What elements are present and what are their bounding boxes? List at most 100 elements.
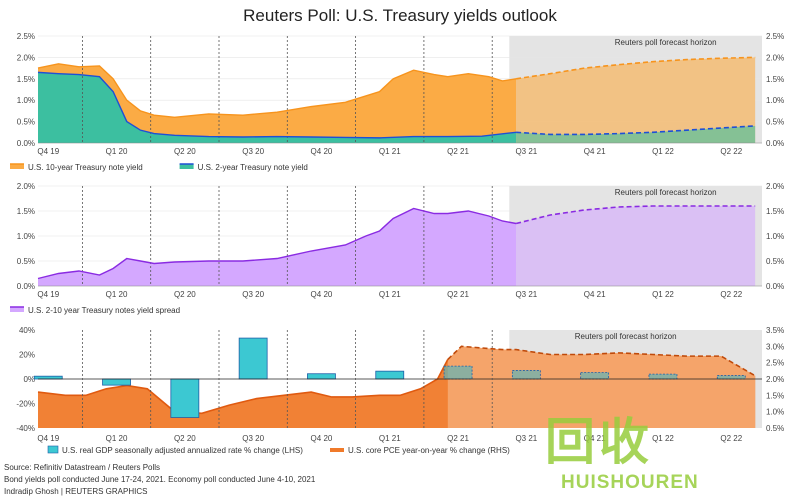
x-tick-label: Q4 21 bbox=[584, 434, 606, 443]
x-tick-label: Q4 19 bbox=[37, 147, 59, 156]
forecast-area-0 bbox=[516, 206, 756, 286]
poll-dates-note: Bond yields poll conducted June 17-24, 2… bbox=[4, 475, 316, 484]
y-tick-right: 1.0% bbox=[766, 232, 784, 241]
legend-label-0: U.S. 10-year Treasury note yield bbox=[28, 163, 143, 172]
legend-swatch-pce bbox=[330, 448, 344, 452]
x-tick-label: Q2 20 bbox=[174, 434, 196, 443]
gdp-bar bbox=[580, 372, 610, 380]
x-tick-label: Q4 20 bbox=[311, 434, 333, 443]
forecast-line-0 bbox=[515, 205, 756, 225]
x-tick-label: Q3 20 bbox=[242, 290, 264, 299]
x-tick-label: Q3 21 bbox=[515, 290, 537, 299]
x-tick-label: Q1 21 bbox=[379, 290, 401, 299]
x-tick-label: Q1 22 bbox=[652, 147, 674, 156]
spread-chart: Reuters poll forecast horizon 0.0% 0.0% 0.5… bbox=[10, 182, 784, 315]
yield-chart: Reuters poll forecast horizon 0.0% 0.0% 0.5… bbox=[10, 32, 784, 172]
y-tick-right: 2.0% bbox=[766, 182, 784, 191]
legend-label-0: U.S. 2-10 year Treasury notes yield spre… bbox=[28, 306, 180, 315]
gdp-bar bbox=[511, 370, 541, 380]
y-tick-left: 0.0% bbox=[17, 282, 35, 291]
y-tick-left: 2.0% bbox=[17, 182, 35, 191]
legend-label-1: U.S. 2-year Treasury note yield bbox=[198, 163, 308, 172]
y-tick-left: -20% bbox=[16, 400, 35, 409]
watermark-en: HUISHOUREN bbox=[561, 472, 699, 493]
x-tick-label: Q3 20 bbox=[242, 434, 264, 443]
legend-label-gdp: U.S. real GDP seasonally adjusted annual… bbox=[62, 446, 303, 455]
legend-swatch-1 bbox=[179, 164, 194, 169]
forecast-horizon-label: Reuters poll forecast horizon bbox=[575, 332, 677, 341]
gdp-bar bbox=[716, 375, 746, 380]
legend-swatch-0 bbox=[10, 307, 24, 312]
gdp-bar bbox=[170, 378, 200, 418]
x-tick-label: Q4 21 bbox=[584, 147, 606, 156]
series-line-0 bbox=[37, 207, 517, 280]
y-tick-left: 0.5% bbox=[17, 118, 35, 127]
x-tick-label: Q1 20 bbox=[106, 434, 128, 443]
x-tick-label: Q2 21 bbox=[447, 290, 469, 299]
series-area-0 bbox=[38, 63, 517, 143]
y-tick-right: 1.5% bbox=[766, 391, 784, 400]
gdp-bar bbox=[102, 378, 131, 386]
y-tick-right: 0.5% bbox=[766, 424, 784, 433]
x-tick-label: Q3 21 bbox=[515, 147, 537, 156]
forecast-horizon-label: Reuters poll forecast horizon bbox=[615, 188, 717, 197]
x-tick-label: Q3 21 bbox=[515, 434, 537, 443]
pce-forecast-area bbox=[447, 346, 756, 428]
y-tick-left: 1.0% bbox=[17, 232, 35, 241]
legend-label-pce: U.S. core PCE year-on-year % change (RHS… bbox=[348, 446, 510, 455]
x-tick-label: Q4 21 bbox=[584, 290, 606, 299]
y-tick-right: 2.0% bbox=[766, 53, 784, 62]
y-tick-right: 2.0% bbox=[766, 375, 784, 384]
x-tick-label: Q2 21 bbox=[447, 147, 469, 156]
x-tick-label: Q2 21 bbox=[447, 434, 469, 443]
watermark-cn: 回收 bbox=[545, 414, 653, 470]
x-tick-label: Q4 20 bbox=[311, 290, 333, 299]
y-tick-left: 40% bbox=[19, 326, 35, 335]
x-tick-label: Q1 20 bbox=[106, 147, 128, 156]
x-tick-label: Q2 22 bbox=[720, 290, 742, 299]
credit-note: Indradip Ghosh | REUTERS GRAPHICS bbox=[4, 487, 148, 496]
gdp-pce-chart: Reuters poll forecast horizon -40% -20% 0% 2… bbox=[16, 326, 784, 455]
gdp-bar bbox=[443, 365, 473, 380]
legend-swatch-0 bbox=[10, 164, 24, 169]
x-tick-label: Q1 22 bbox=[652, 434, 674, 443]
gdp-bar bbox=[307, 373, 336, 380]
y-tick-left: 20% bbox=[19, 351, 35, 360]
gdp-bar bbox=[238, 337, 268, 380]
x-tick-label: Q1 20 bbox=[106, 290, 128, 299]
legend-swatch-gdp bbox=[47, 445, 59, 454]
x-tick-label: Q1 21 bbox=[379, 434, 401, 443]
forecast-area-0 bbox=[516, 57, 756, 143]
x-tick-label: Q1 22 bbox=[652, 290, 674, 299]
y-tick-left: 0.0% bbox=[17, 139, 35, 148]
pce-line bbox=[37, 359, 449, 415]
y-tick-right: 1.5% bbox=[766, 207, 784, 216]
x-tick-label: Q3 20 bbox=[242, 147, 264, 156]
y-tick-left: -40% bbox=[16, 424, 35, 433]
y-tick-left: 0% bbox=[23, 375, 35, 384]
y-tick-left: 2.0% bbox=[17, 53, 35, 62]
y-tick-right: 0.0% bbox=[766, 139, 784, 148]
gdp-bar bbox=[33, 375, 63, 380]
gdp-bar bbox=[375, 370, 405, 380]
y-tick-left: 1.0% bbox=[17, 96, 35, 105]
x-tick-label: Q1 21 bbox=[379, 147, 401, 156]
y-tick-left: 0.5% bbox=[17, 257, 35, 266]
x-tick-label: Q2 22 bbox=[720, 147, 742, 156]
y-tick-right: 3.0% bbox=[766, 342, 784, 351]
y-tick-right: 2.5% bbox=[766, 32, 784, 41]
y-tick-right: 1.0% bbox=[766, 96, 784, 105]
series-line-0 bbox=[37, 63, 517, 119]
y-tick-right: 0.0% bbox=[766, 282, 784, 291]
forecast-horizon-label: Reuters poll forecast horizon bbox=[615, 38, 717, 47]
y-tick-right: 0.5% bbox=[766, 118, 784, 127]
series-area-0 bbox=[38, 208, 517, 286]
x-tick-label: Q4 20 bbox=[311, 147, 333, 156]
x-tick-label: Q2 20 bbox=[174, 290, 196, 299]
y-tick-right: 3.5% bbox=[766, 326, 784, 335]
source-note: Source: Refinitiv Datastream / Reuters P… bbox=[4, 463, 161, 472]
y-tick-right: 1.5% bbox=[766, 75, 784, 84]
series-line-1 bbox=[37, 71, 517, 139]
watermark-logo: 回收 HUISHOUREN bbox=[545, 402, 795, 497]
y-tick-left: 1.5% bbox=[17, 207, 35, 216]
